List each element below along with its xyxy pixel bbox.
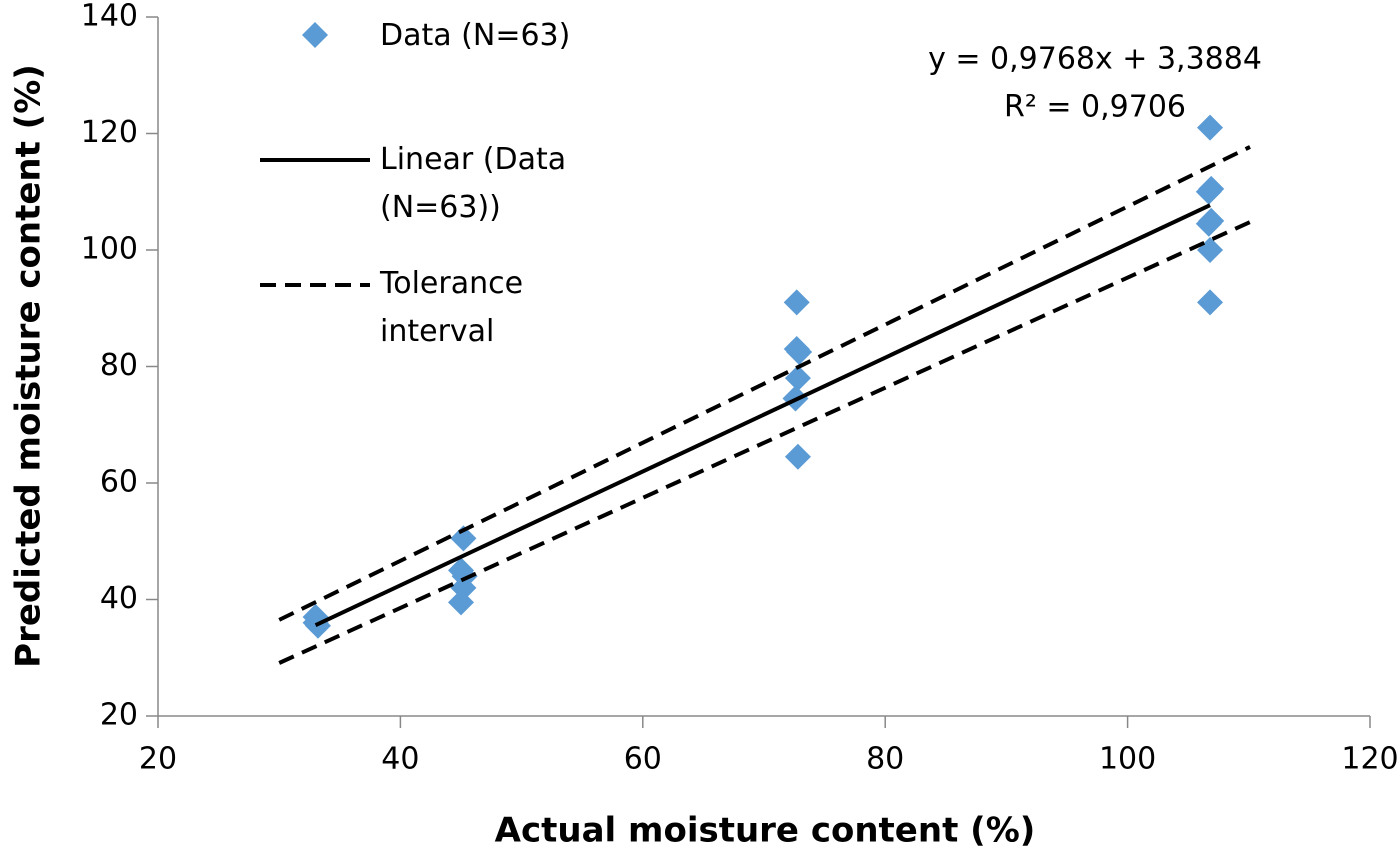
- r-squared: R² = 0,9706: [1004, 90, 1186, 125]
- equation: y = 0,9768x + 3,3884: [928, 42, 1262, 77]
- y-tick-label: 80: [100, 348, 138, 383]
- data-point: [1195, 178, 1222, 205]
- data-point: [302, 609, 329, 636]
- data-point: [783, 289, 810, 316]
- y-tick-label: 100: [81, 232, 138, 267]
- data-point: [448, 589, 474, 616]
- legend-label: Tolerance interval: [380, 266, 524, 349]
- data-point: [1197, 289, 1224, 316]
- data-point: [786, 338, 813, 365]
- y-tick-label: 140: [81, 0, 138, 34]
- legend-marker: [302, 22, 328, 48]
- legend-label: Linear (Data (N=63)): [380, 142, 567, 225]
- legend-label: Data (N=63): [380, 18, 571, 53]
- tolerance-line: [278, 145, 1251, 622]
- y-axis-title: Predicted moisture content (%): [9, 64, 49, 668]
- data-point: [450, 525, 477, 552]
- y-tick-label: 60: [100, 465, 138, 500]
- data-point: [1195, 210, 1222, 237]
- data-point: [784, 443, 811, 470]
- x-axis-title: Actual moisture content (%): [495, 811, 1036, 851]
- data-point: [1197, 237, 1224, 263]
- y-tick-label: 20: [100, 698, 138, 733]
- data-point: [1197, 114, 1224, 141]
- x-tick-label: 60: [624, 742, 662, 777]
- x-tick-label: 20: [139, 742, 177, 777]
- x-tick-label: 120: [1341, 742, 1398, 777]
- trend-line: [314, 203, 1211, 627]
- x-tick-label: 40: [381, 742, 419, 777]
- tolerance-line: [278, 220, 1251, 665]
- x-tick-label: 80: [866, 742, 904, 777]
- y-tick-label: 40: [100, 581, 138, 616]
- data-point: [784, 365, 811, 392]
- y-tick-label: 120: [81, 115, 138, 150]
- x-tick-label: 100: [1099, 742, 1156, 777]
